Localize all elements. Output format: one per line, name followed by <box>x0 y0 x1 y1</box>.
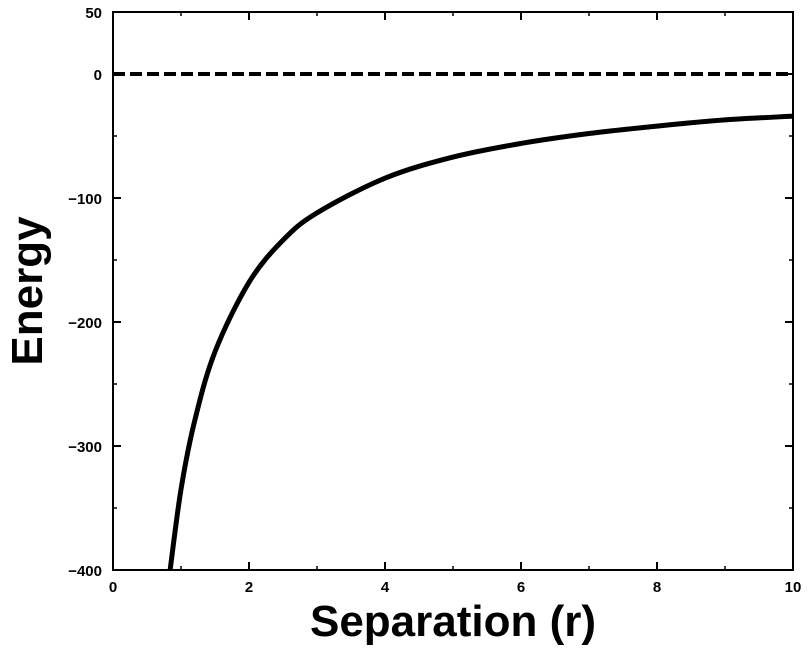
x-tick-label: 10 <box>785 579 802 596</box>
y-tick-label: −100 <box>68 191 102 208</box>
x-axis-title: Separation (r) <box>310 597 596 646</box>
y-tick-label: 50 <box>85 5 102 22</box>
y-tick-label: −300 <box>68 439 102 456</box>
x-tick-label: 4 <box>381 579 390 596</box>
y-axis-title: Energy <box>3 216 52 366</box>
x-tick-label: 0 <box>109 579 117 596</box>
x-tick-label: 2 <box>245 579 253 596</box>
x-tick-label: 6 <box>517 579 525 596</box>
x-tick-label: 8 <box>653 579 661 596</box>
series-line-0 <box>167 113 793 570</box>
y-tick-label: −400 <box>68 563 102 580</box>
y-tick-label: 0 <box>94 67 102 84</box>
plot-area: 0 2 4 6 8 10 −400 −300 −200 −100 0 50 <box>68 5 801 596</box>
y-tick-label: −200 <box>68 315 102 332</box>
plot-frame <box>112 11 794 571</box>
